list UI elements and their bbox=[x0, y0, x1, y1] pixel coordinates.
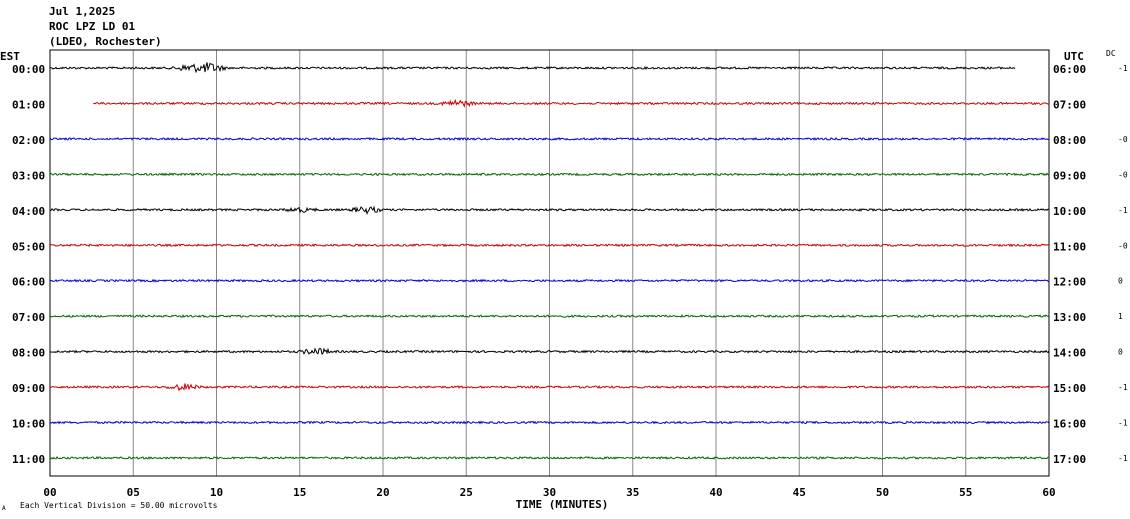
est-hour-label: 09:00 bbox=[12, 382, 45, 395]
dc-offset-label: -1 bbox=[1118, 64, 1128, 73]
station-label: ROC LPZ LD 01 bbox=[49, 20, 136, 33]
trace-line bbox=[49, 62, 1016, 74]
est-hour-label: 05:00 bbox=[12, 240, 45, 253]
utc-hour-label: 16:00 bbox=[1053, 418, 1086, 431]
trace-line bbox=[49, 347, 1050, 355]
dc-offset-label: 0 bbox=[1118, 348, 1123, 357]
x-tick-label: 00 bbox=[43, 486, 56, 499]
plot-frame bbox=[49, 49, 1050, 477]
utc-zone-label: UTC bbox=[1064, 50, 1084, 63]
trace-line bbox=[49, 278, 1050, 283]
est-hour-label: 00:00 bbox=[12, 63, 45, 76]
utc-hour-label: 17:00 bbox=[1053, 453, 1086, 466]
dc-offset-label: -0 bbox=[1118, 135, 1128, 144]
est-hour-label: 03:00 bbox=[12, 169, 45, 182]
dc-offset-label: -0 bbox=[1118, 170, 1128, 179]
x-tick-label: 45 bbox=[793, 486, 806, 499]
trace-line bbox=[49, 455, 1050, 460]
utc-hour-label: 07:00 bbox=[1053, 98, 1086, 111]
corner-mark: A bbox=[2, 505, 6, 512]
x-tick-label: 10 bbox=[210, 486, 223, 499]
est-hour-label: 06:00 bbox=[12, 276, 45, 289]
x-tick-label: 15 bbox=[293, 486, 306, 499]
trace-line bbox=[49, 205, 1050, 215]
x-tick-label: 60 bbox=[1042, 486, 1055, 499]
utc-hour-label: 14:00 bbox=[1053, 347, 1086, 360]
x-tick-label: 35 bbox=[626, 486, 639, 499]
trace-line bbox=[49, 420, 1050, 425]
x-tick-label: 05 bbox=[127, 486, 140, 499]
trace-line bbox=[49, 243, 1050, 248]
dc-header-label: DC bbox=[1106, 49, 1116, 58]
est-hour-label: 07:00 bbox=[12, 311, 45, 324]
utc-hour-label: 09:00 bbox=[1053, 169, 1086, 182]
date-label: Jul 1,2025 bbox=[49, 5, 116, 18]
trace-line bbox=[49, 314, 1050, 319]
est-hour-label: 08:00 bbox=[12, 347, 45, 360]
dc-offset-label: -1 bbox=[1118, 454, 1128, 463]
est-hour-label: 01:00 bbox=[12, 98, 45, 111]
utc-hour-label: 15:00 bbox=[1053, 382, 1086, 395]
x-tick-label: 25 bbox=[460, 486, 473, 499]
utc-hour-label: 06:00 bbox=[1053, 63, 1086, 76]
trace-line bbox=[49, 172, 1050, 177]
utc-hour-label: 10:00 bbox=[1053, 205, 1086, 218]
scale-note: Each Vertical Division = 50.00 microvolt… bbox=[20, 501, 218, 510]
dc-offset-label: -1 bbox=[1118, 206, 1128, 215]
trace-line bbox=[49, 136, 1050, 141]
dc-offset-label: 1 bbox=[1118, 312, 1123, 321]
trace-line bbox=[49, 383, 1050, 392]
dc-offset-label: -0 bbox=[1118, 241, 1128, 250]
dc-offset-label: -1 bbox=[1118, 419, 1128, 428]
est-hour-label: 02:00 bbox=[12, 134, 45, 147]
est-zone-label: EST bbox=[0, 50, 20, 63]
x-tick-label: 40 bbox=[709, 486, 722, 499]
x-tick-label: 30 bbox=[543, 486, 556, 499]
utc-hour-label: 13:00 bbox=[1053, 311, 1086, 324]
trace-line bbox=[93, 98, 1049, 108]
utc-hour-label: 12:00 bbox=[1053, 276, 1086, 289]
utc-hour-label: 08:00 bbox=[1053, 134, 1086, 147]
x-axis-label: TIME (MINUTES) bbox=[516, 498, 609, 511]
utc-hour-label: 11:00 bbox=[1053, 240, 1086, 253]
dc-offset-label: -1 bbox=[1118, 383, 1128, 392]
x-tick-label: 50 bbox=[876, 486, 889, 499]
est-hour-label: 04:00 bbox=[12, 205, 45, 218]
est-hour-label: 11:00 bbox=[12, 453, 45, 466]
x-tick-label: 20 bbox=[376, 486, 389, 499]
est-hour-label: 10:00 bbox=[12, 418, 45, 431]
x-tick-label: 55 bbox=[959, 486, 972, 499]
dc-offset-label: 0 bbox=[1118, 277, 1123, 286]
network-label: (LDEO, Rochester) bbox=[49, 35, 162, 48]
